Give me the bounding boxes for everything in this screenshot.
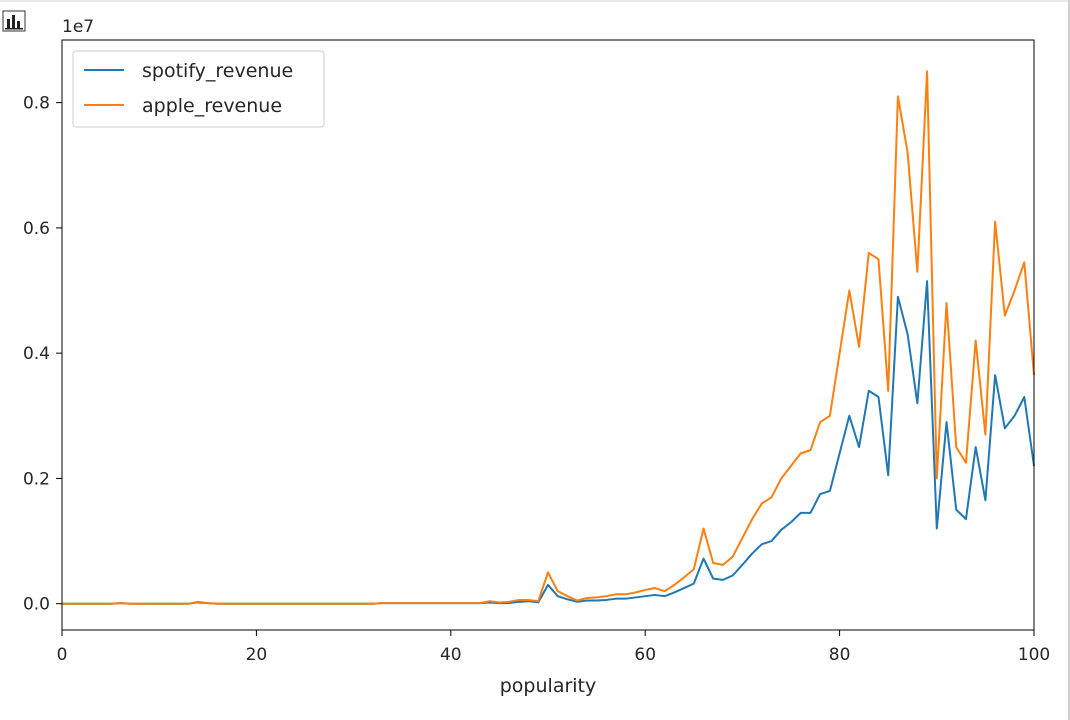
x-tick-label: 60: [634, 645, 656, 665]
y-tick-label: 0.6: [23, 219, 50, 239]
legend-box: [72, 50, 325, 128]
series-line-apple-revenue: [62, 70, 1035, 605]
y-tick-label: 0.2: [23, 469, 50, 489]
x-tick-label: 20: [246, 645, 268, 665]
y-tick-label: 0.8: [23, 94, 50, 114]
series-line-spotify-revenue: [62, 280, 1035, 605]
y-tick-label: 0.4: [23, 344, 50, 364]
x-tick-label: 80: [829, 645, 851, 665]
legend-label-apple-revenue: apple_revenue: [142, 95, 282, 117]
x-tick-label: 0: [57, 645, 68, 665]
x-tick-label: 40: [440, 645, 462, 665]
cell-border-right: [1068, 0, 1070, 720]
series-lines: [62, 70, 1035, 605]
bar-chart-icon[interactable]: [2, 10, 26, 32]
y-offset-label: 1e7: [62, 17, 94, 37]
legend-label-spotify-revenue: spotify_revenue: [142, 60, 293, 82]
axes-frame: [61, 39, 1035, 631]
cell-border-top: [0, 0, 1070, 2]
y-tick-label: 0.0: [23, 595, 50, 615]
legend[interactable]: spotify_revenue apple_revenue: [72, 50, 325, 128]
x-tick-label: 100: [1018, 645, 1050, 665]
x-axis-label: popularity: [500, 675, 597, 697]
ticks: 0 20 40 60 80 100 0.0 0.2 0.4 0.6 0.8: [23, 94, 1050, 665]
